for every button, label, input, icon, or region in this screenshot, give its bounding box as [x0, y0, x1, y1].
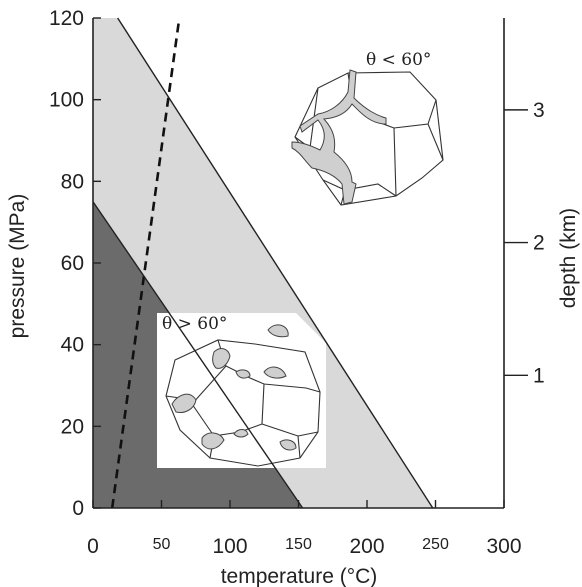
melt-channel-network-icon	[291, 69, 387, 205]
geotherm-line-group	[110, 17, 181, 509]
melt-pocket-icons	[171, 324, 297, 451]
y-tick-label: 60	[61, 252, 84, 275]
inset-label-theta-less-60: θ < 60°	[366, 50, 431, 70]
inset-wetting-grain: θ < 60°	[291, 50, 444, 206]
y-tick-label: 80	[61, 170, 84, 193]
inset-isolated-pockets-grain: θ > 60°	[157, 313, 326, 468]
x-tick-label: 300	[486, 535, 521, 558]
inset-label-theta-greater-60: θ > 60°	[162, 314, 227, 334]
x-tick-label: 200	[349, 535, 384, 558]
boundary-lines	[92, 17, 434, 509]
x-axis-label: temperature (°C)	[221, 565, 378, 587]
y-axis-label: pressure (MPa)	[6, 194, 29, 339]
x-axis-ticks: 0 50 100 150 200 250 300	[87, 500, 522, 558]
depth-axis-label: depth (km)	[557, 208, 580, 308]
geotherm-line	[110, 17, 181, 509]
x-tick-label: 250	[422, 536, 449, 553]
depth-tick-label: 2	[533, 232, 545, 255]
y-tick-label: 20	[61, 415, 84, 438]
x-tick-label: 0	[87, 535, 99, 558]
y-tick-label: 120	[49, 7, 84, 30]
x-tick-label: 100	[212, 535, 247, 558]
depth-tick-label: 3	[533, 99, 545, 122]
y-tick-label: 40	[61, 334, 84, 357]
depth-tick-label: 1	[533, 364, 545, 387]
grain-polyhedron-icon	[294, 71, 444, 206]
y-tick-label: 100	[49, 89, 84, 112]
boundary-line-1	[92, 201, 304, 509]
boundary-line-0	[117, 17, 434, 509]
x-tick-label: 150	[285, 536, 312, 553]
y-tick-label: 0	[72, 497, 84, 520]
x-tick-label: 50	[153, 536, 171, 553]
depth-axis-ticks: 1 2 3	[504, 99, 545, 387]
y-axis-ticks: 0 20 40 60 80 100 120	[49, 7, 101, 520]
